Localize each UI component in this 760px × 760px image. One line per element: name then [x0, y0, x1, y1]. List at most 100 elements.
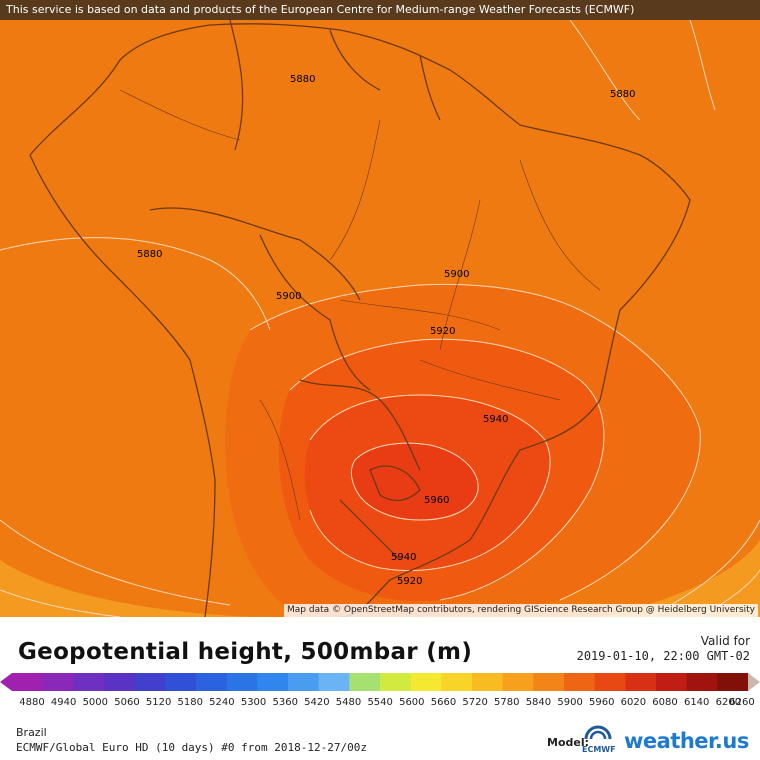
state-border	[519, 159, 601, 291]
contour-line	[0, 237, 271, 331]
scale-swatch	[502, 673, 534, 691]
scale-swatch	[625, 673, 657, 691]
contour-label: 5940	[391, 552, 417, 563]
scale-label: 6020	[620, 697, 647, 708]
border-venezuela	[329, 29, 381, 91]
valid-for-label: Valid for	[700, 634, 750, 648]
state-border	[329, 119, 381, 261]
border-lake	[369, 465, 421, 502]
scale-swatch	[73, 673, 105, 691]
scale-swatch	[533, 673, 565, 691]
contour-line	[289, 338, 605, 601]
scale-label: 5540	[367, 697, 393, 708]
model-run-info: ECMWF/Global Euro HD (10 days) #0 from 2…	[16, 741, 367, 754]
scale-swatch	[104, 673, 136, 691]
scale-swatch	[380, 673, 412, 691]
scale-label: 6080	[652, 697, 678, 708]
geopotential-map[interactable]: This service is based on data and produc…	[0, 0, 760, 617]
scale-label: 4880	[19, 697, 45, 708]
country-borders	[29, 19, 691, 617]
contour-label: 5960	[424, 495, 450, 506]
scale-swatch	[196, 673, 228, 691]
scale-label: 6260	[729, 697, 755, 708]
color-scale-labels: 4880 4940 5000 5060 5120 5180 5240 5300 5360 5420…	[0, 697, 760, 711]
scale-swatch	[12, 673, 44, 691]
scale-swatch	[472, 673, 504, 691]
scale-label: 5960	[589, 697, 615, 708]
scale-label: 6140	[683, 697, 710, 708]
state-border	[119, 89, 241, 141]
ecmwf-notice-bar: This service is based on data and produc…	[0, 0, 760, 20]
scale-label: 5360	[272, 697, 298, 708]
scale-label: 5300	[240, 697, 267, 708]
contour-label: 5920	[397, 576, 423, 587]
map-canvas	[0, 0, 760, 617]
border-bolivia	[259, 234, 371, 391]
contour-line	[569, 19, 641, 121]
scale-swatch	[134, 673, 166, 691]
border-argentina	[339, 499, 401, 561]
scale-label: 5060	[114, 697, 140, 708]
state-border	[419, 359, 561, 401]
border-colombia	[229, 19, 244, 151]
contour-label: 5920	[430, 326, 456, 337]
scale-swatch	[257, 673, 289, 691]
scale-label: 5720	[462, 697, 488, 708]
contour-band-outer	[0, 560, 260, 617]
state-border	[439, 199, 481, 351]
scale-label: 5000	[82, 697, 109, 708]
scale-label: 4940	[50, 697, 77, 708]
contour-line	[689, 19, 716, 111]
color-scale-bar	[0, 673, 760, 691]
coastline-east	[29, 23, 691, 617]
scale-label: 6200	[715, 697, 742, 708]
contour-label: 5940	[483, 414, 509, 425]
scale-swatch	[441, 673, 473, 691]
ecmwf-logo-text: ECMWF	[582, 745, 616, 754]
contour-line	[309, 394, 551, 572]
contour-line	[0, 589, 121, 617]
contour-label: 5880	[137, 249, 163, 260]
weather-us-logo[interactable]: weather.us	[624, 729, 749, 753]
border-peru-brazil	[149, 207, 361, 301]
scale-swatch	[410, 673, 442, 691]
scale-swatch	[318, 673, 350, 691]
valid-time: 2019-01-10, 22:00 GMT-02	[576, 649, 750, 663]
contour-line	[350, 442, 479, 521]
scale-label: 5480	[335, 697, 362, 708]
state-border	[259, 399, 301, 521]
scale-swatch	[564, 673, 596, 691]
contour-line	[0, 519, 231, 606]
scale-label: 5660	[430, 697, 457, 708]
contour-label: 5900	[276, 291, 302, 302]
scale-label: 5180	[177, 697, 203, 708]
scale-label: 5840	[525, 697, 552, 708]
model-label: Model:	[547, 736, 590, 749]
map-title: Geopotential height, 500mbar (m)	[18, 639, 473, 665]
contour-band-outer-right	[600, 540, 760, 617]
scale-swatch	[349, 673, 381, 691]
scale-swatch	[288, 673, 320, 691]
scale-swatch	[42, 673, 74, 691]
scale-swatch	[717, 673, 749, 691]
scale-label: 5420	[304, 697, 330, 708]
scale-swatch	[686, 673, 718, 691]
scale-swatch	[165, 673, 197, 691]
scale-label: 5900	[557, 697, 583, 708]
scale-label: 5780	[494, 697, 520, 708]
scale-label: 5120	[145, 697, 172, 708]
contour-label: 5880	[610, 89, 636, 100]
state-borders	[119, 89, 601, 521]
region-name: Brazil	[16, 726, 47, 739]
scale-arrow-left	[0, 673, 12, 691]
scale-swatch	[656, 673, 688, 691]
map-attribution[interactable]: Map data © OpenStreetMap contributors, r…	[284, 604, 758, 617]
contour-line	[249, 283, 701, 601]
scale-arrow-right	[748, 673, 760, 691]
legend-panel: Geopotential height, 500mbar (m) Valid f…	[0, 617, 760, 760]
ecmwf-logo-icon	[584, 725, 612, 740]
scale-swatch	[226, 673, 258, 691]
scale-label: 5240	[209, 697, 235, 708]
border-guianas	[419, 54, 441, 121]
